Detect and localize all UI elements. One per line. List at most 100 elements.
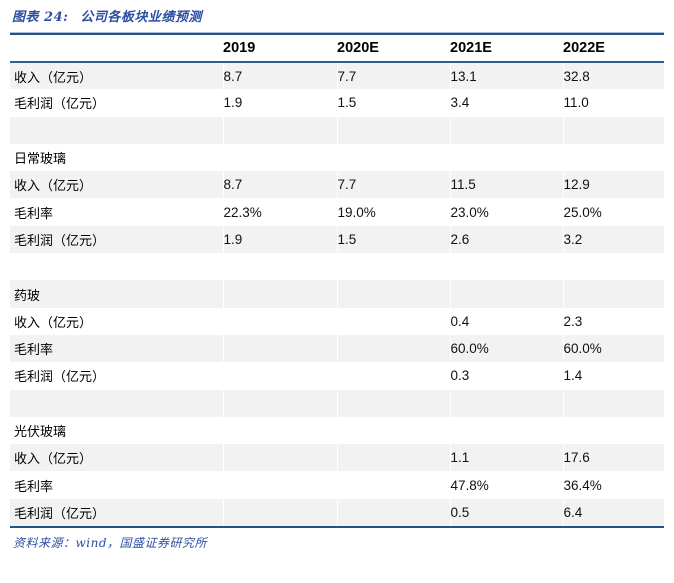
row-label [10,117,223,144]
table-row: 收入（亿元） 1.1 17.6 [10,444,664,472]
row-label [10,390,223,417]
cell-value: 8.7 [222,171,337,199]
figure-index: 图表 24: [12,10,69,25]
cell-value [449,416,563,445]
cell-value [336,143,450,172]
cell-value [336,471,450,499]
row-label: 毛利润（亿元） [14,505,106,521]
cell-value [336,444,450,472]
cell-value: 12.9 [562,171,664,199]
cell-value [562,116,664,144]
table-row: 收入（亿元） 8.7 7.7 13.1 32.8 [10,62,664,90]
cell-value [222,116,337,144]
cell-value: 8.7 [222,62,337,90]
table-row: 毛利率 22.3% 19.0% 23.0% 25.0% [10,198,664,226]
cell-value: 6.4 [562,498,664,527]
cell-value [336,362,450,390]
spacer-row [10,389,664,417]
row-label: 毛利率 [14,478,54,494]
row-label: 毛利率 [14,205,54,221]
table-row: 毛利润（亿元） 0.5 6.4 [10,498,664,527]
figure-title: 图表 24: 公司各板块业绩预测 [12,10,662,26]
top-rule [10,32,664,35]
cell-value [562,143,664,172]
column-header-2021e: 2021E [450,40,492,56]
cell-value [222,334,337,363]
row-label: 毛利润（亿元） [14,96,106,112]
cell-value [562,389,664,417]
section-label: 日常玻璃 [14,151,67,167]
row-label: 收入（亿元） [14,451,93,467]
cell-value: 3.2 [562,225,664,254]
table-row: 毛利率 60.0% 60.0% [10,334,664,363]
cell-value [222,253,337,281]
cell-value [222,362,337,390]
cell-value: 0.3 [449,362,563,390]
cell-value [336,307,450,335]
cell-value: 60.0% [562,334,664,363]
cell-value [336,116,450,144]
table-row: 毛利率 47.8% 36.4% [10,471,664,499]
cell-value [336,334,450,363]
section-row: 药玻 [10,280,664,308]
cell-value: 7.7 [336,62,450,90]
cell-value: 2.6 [449,225,563,254]
cell-value: 13.1 [449,62,563,90]
column-header-2022e: 2022E [563,40,605,56]
cell-value [336,253,450,281]
section-label: 光伏玻璃 [14,424,67,439]
cell-value [222,498,337,527]
spacer-row [10,116,664,144]
table-header: 2019 2020E 2021E 2022E [10,35,664,62]
cell-value [562,416,664,445]
cell-value: 23.0% [449,198,563,226]
section-row: 光伏玻璃 [10,416,664,445]
cell-value: 1.9 [222,89,337,117]
row-label: 毛利率 [14,342,54,358]
cell-value [449,389,563,417]
cell-value: 0.4 [449,307,563,335]
cell-value: 7.7 [336,171,450,199]
header-empty-cell [10,35,223,62]
row-label [10,253,223,280]
cell-value: 25.0% [562,198,664,226]
cell-value [222,307,337,335]
table-row: 收入（亿元） 0.4 2.3 [10,307,664,335]
header-row: 2019 2020E 2021E 2022E [10,35,664,62]
cell-value: 1.5 [336,89,450,117]
table-row: 毛利润（亿元） 0.3 1.4 [10,362,664,390]
cell-value: 1.9 [222,225,337,254]
cell-value: 11.0 [562,89,664,117]
cell-value [336,416,450,445]
row-label: 毛利润（亿元） [14,232,106,248]
row-label: 收入（亿元） [14,314,93,330]
row-label: 收入（亿元） [14,69,93,85]
column-header-2019: 2019 [223,40,256,56]
table-row: 毛利润（亿元） 1.9 1.5 3.4 11.0 [10,89,664,117]
cell-value: 19.0% [336,198,450,226]
bottom-rule [10,526,664,529]
cell-value: 32.8 [562,62,664,90]
segment-forecast-table: 2019 2020E 2021E 2022E 收入（亿元） 8.7 7.7 13.1 3… [10,35,664,527]
cell-value: 36.4% [562,471,664,499]
cell-value [336,389,450,417]
section-row: 日常玻璃 [10,143,664,172]
cell-value: 17.6 [562,444,664,472]
cell-value [222,389,337,417]
cell-value [562,253,664,281]
cell-value: 1.1 [449,444,563,472]
spacer-row [10,253,664,281]
cell-value: 11.5 [449,171,563,199]
cell-value: 0.5 [449,498,563,527]
cell-value [222,471,337,499]
row-label: 毛利润（亿元） [14,369,106,385]
cell-value [449,143,563,172]
row-label: 收入（亿元） [14,178,93,194]
source-note: 资料来源：wind，国盛证券研究所 [13,536,208,551]
cell-value: 1.5 [336,225,450,254]
cell-value [222,444,337,472]
cell-value: 22.3% [222,198,337,226]
cell-value [449,280,563,308]
cell-value: 3.4 [449,89,563,117]
cell-value [336,498,450,527]
